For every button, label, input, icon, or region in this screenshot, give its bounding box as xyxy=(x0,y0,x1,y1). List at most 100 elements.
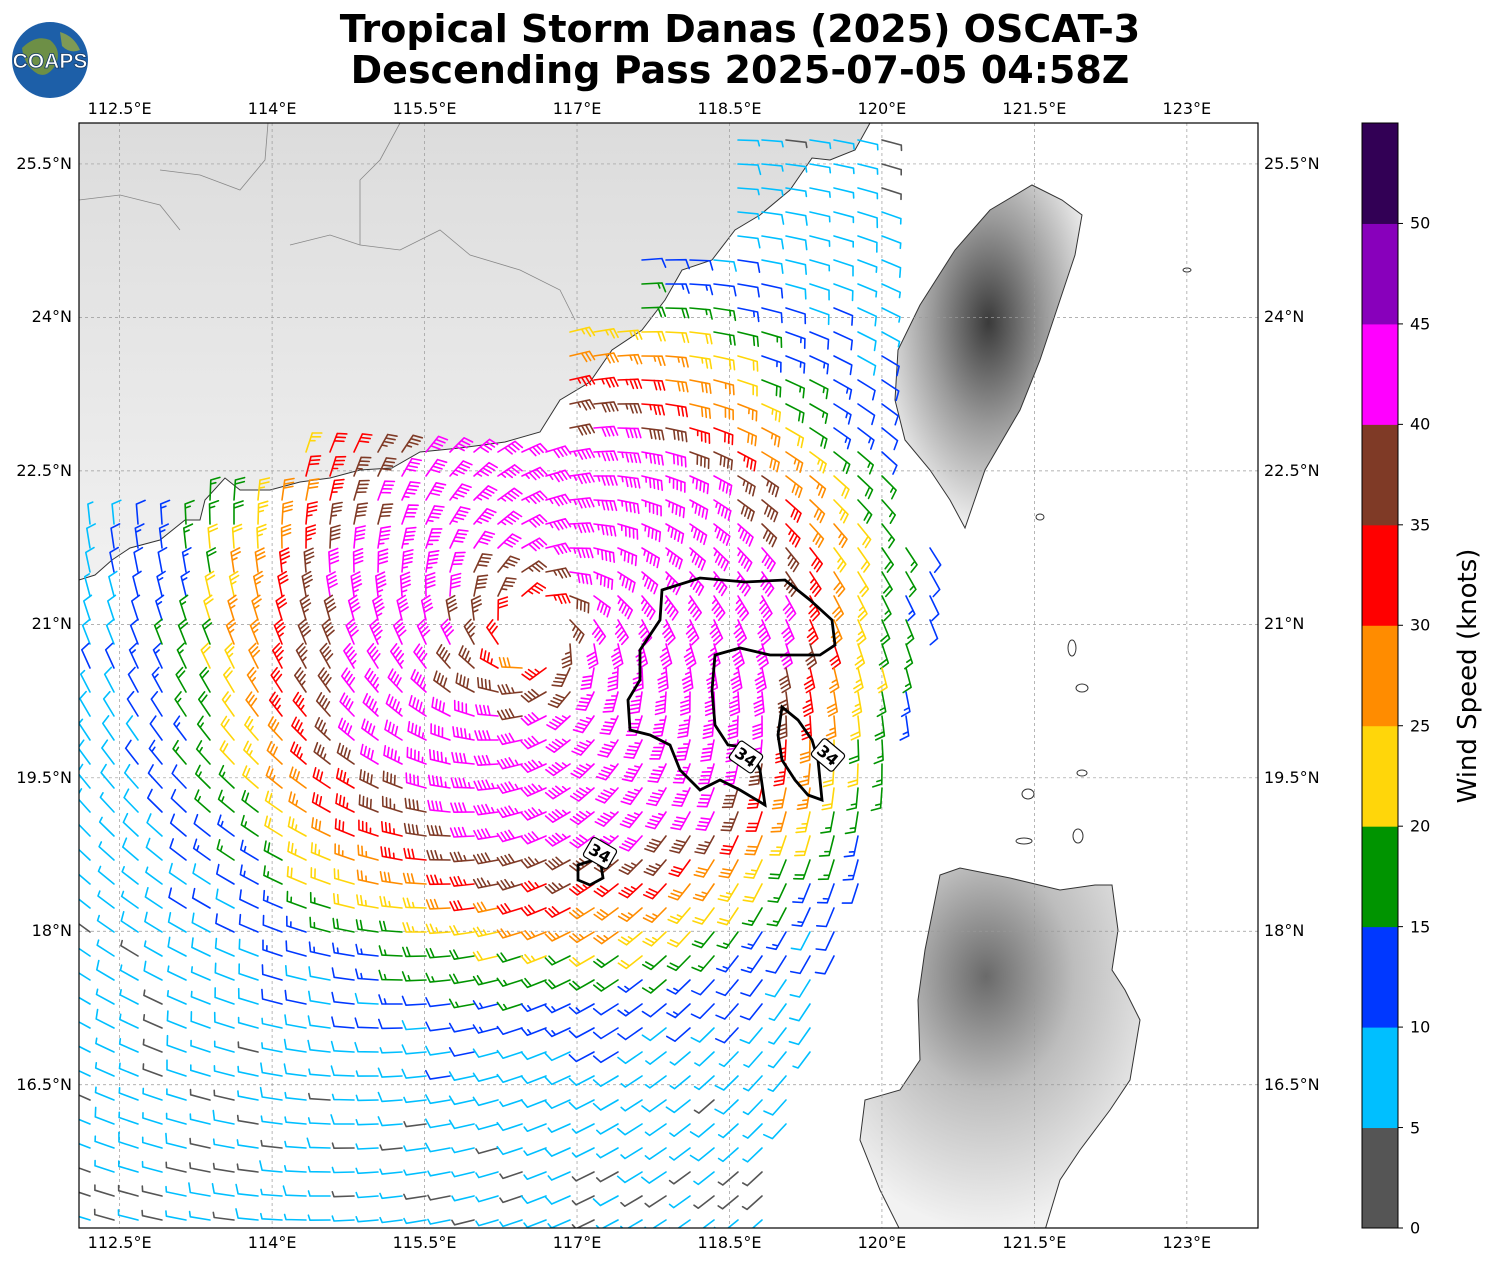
wind-barb xyxy=(118,1160,139,1173)
wind-barb xyxy=(523,1219,547,1228)
wind-barb xyxy=(377,1067,403,1078)
wind-barb xyxy=(216,839,235,861)
wind-barb xyxy=(289,766,307,789)
wind-barb xyxy=(617,1051,643,1065)
wind-barb xyxy=(277,570,289,597)
wind-barb xyxy=(126,690,139,717)
wind-barb xyxy=(767,883,787,903)
wind-barb xyxy=(833,307,854,326)
wind-barb xyxy=(242,765,259,789)
wind-barb xyxy=(809,235,831,247)
wind-barb xyxy=(496,1049,523,1059)
wind-barb xyxy=(720,811,739,832)
wind-barb xyxy=(641,523,662,543)
wind-barb xyxy=(735,595,750,622)
wind-barb xyxy=(85,546,95,573)
wind-barb xyxy=(166,1088,187,1101)
wind-barb xyxy=(905,619,915,646)
wind-barb xyxy=(95,988,115,1005)
wind-barb xyxy=(311,792,331,813)
wind-barb xyxy=(593,883,619,898)
wind-barb xyxy=(641,979,667,994)
lat-tick-label: 22.5°N xyxy=(16,460,72,480)
wind-barb xyxy=(191,912,211,933)
wind-barb xyxy=(617,403,642,414)
wind-barb xyxy=(358,819,379,837)
wind-barb xyxy=(666,955,691,972)
wind-barb xyxy=(669,1123,691,1137)
wind-barb xyxy=(79,690,91,717)
wind-barb xyxy=(761,427,781,448)
wind-barb xyxy=(308,990,331,1005)
wind-barb xyxy=(857,307,877,327)
wind-barb xyxy=(166,1034,187,1053)
wind-barb xyxy=(592,1075,619,1087)
wind-barb xyxy=(544,1195,571,1205)
wind-barb xyxy=(785,523,801,548)
wind-barb xyxy=(713,523,731,546)
wind-barb xyxy=(785,379,805,399)
wind-barb xyxy=(544,906,571,918)
lon-tick-label: 118.5°E xyxy=(697,1233,762,1252)
wind-barb xyxy=(795,811,811,834)
wind-barb xyxy=(668,1171,691,1185)
wind-barb xyxy=(303,547,315,573)
wind-barb xyxy=(473,438,499,453)
wind-barb xyxy=(377,525,392,549)
wind-barb xyxy=(102,690,115,717)
wind-barb xyxy=(331,1016,355,1029)
wind-barb xyxy=(426,824,451,837)
wind-barb xyxy=(545,469,572,483)
wind-barb xyxy=(709,619,724,646)
wind-barb xyxy=(315,692,331,717)
wind-barb xyxy=(361,718,379,741)
wind-barb xyxy=(287,841,307,861)
wind-barb xyxy=(427,799,451,813)
wind-barb xyxy=(544,785,571,800)
wind-barb xyxy=(666,1003,691,1019)
wind-barb xyxy=(379,1047,403,1054)
lon-tick-label: 115.5°E xyxy=(392,1233,457,1252)
wind-barb xyxy=(96,939,115,957)
wind-barb xyxy=(169,813,187,837)
wind-barb xyxy=(520,1051,547,1061)
wind-barb xyxy=(310,867,331,885)
wind-barb xyxy=(237,1041,259,1053)
wind-barb xyxy=(283,1213,307,1221)
wind-barb xyxy=(260,1188,283,1197)
wind-barb xyxy=(375,571,387,597)
wind-barb xyxy=(802,691,814,717)
wind-barb xyxy=(597,739,619,758)
wind-barb xyxy=(544,882,571,895)
wind-barb xyxy=(377,480,396,501)
wind-barb xyxy=(141,1185,163,1197)
wind-barb xyxy=(94,1135,115,1149)
wind-barb xyxy=(248,642,261,669)
wind-barb xyxy=(339,692,355,717)
wind-barb xyxy=(451,1171,475,1178)
wind-barb xyxy=(521,514,548,528)
wind-barb xyxy=(307,1039,331,1053)
wind-barb xyxy=(133,546,144,573)
wind-barb xyxy=(737,427,757,447)
wind-barb xyxy=(261,988,283,1005)
wind-barb xyxy=(475,704,499,717)
wind-barb xyxy=(857,355,877,376)
wind-barb xyxy=(877,667,888,694)
wind-barb xyxy=(497,510,523,526)
wind-barb xyxy=(520,1003,547,1013)
wind-barb xyxy=(809,499,826,524)
wind-barb xyxy=(790,955,811,975)
wind-barb xyxy=(360,743,379,765)
wind-barb xyxy=(687,595,702,621)
wind-barb xyxy=(857,571,870,598)
wind-barb xyxy=(173,715,187,741)
wind-barb xyxy=(716,907,739,926)
wind-barb xyxy=(617,523,639,540)
wind-barb xyxy=(902,667,912,694)
wind-barb xyxy=(401,995,427,1006)
wind-barb xyxy=(881,331,901,348)
wind-barb xyxy=(689,499,709,520)
wind-barb xyxy=(691,979,715,996)
wind-barb xyxy=(806,619,819,646)
